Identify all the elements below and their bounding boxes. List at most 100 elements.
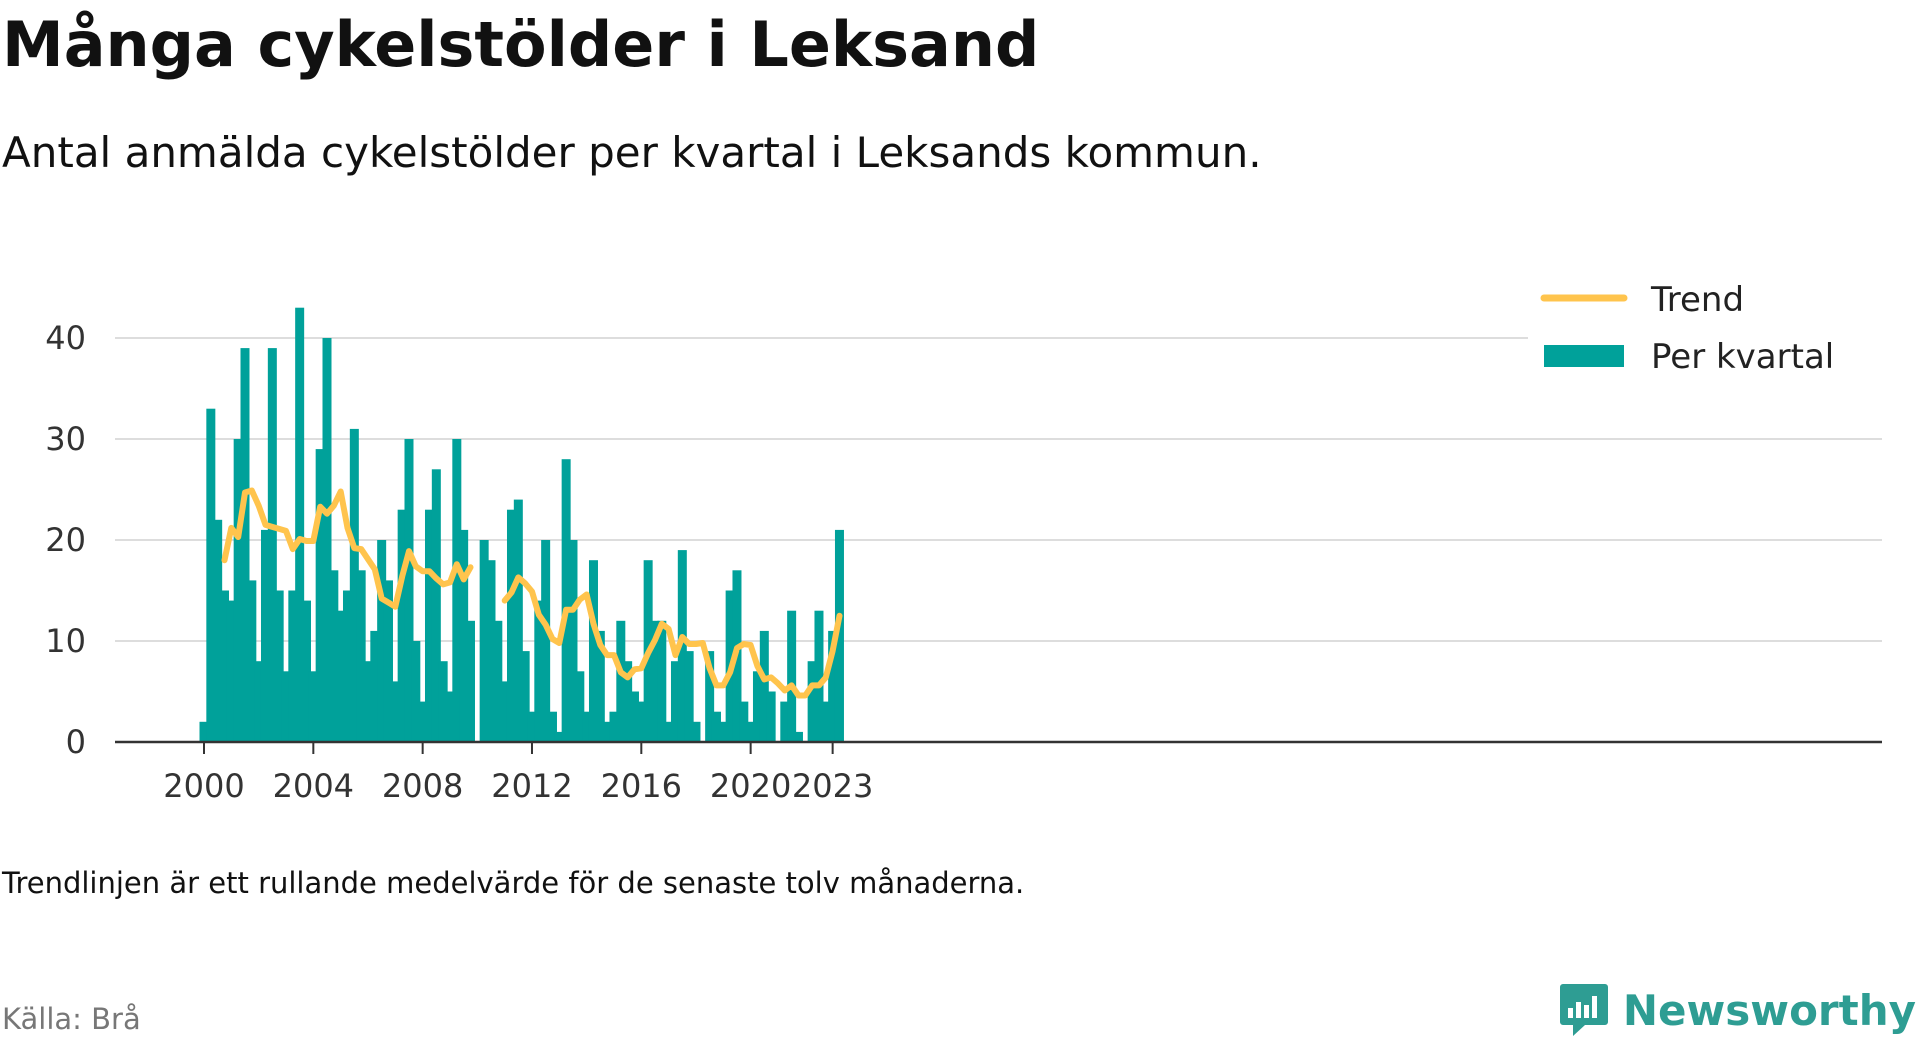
bar — [329, 570, 339, 742]
bar — [288, 590, 298, 742]
bar — [301, 600, 311, 742]
bar — [377, 540, 387, 742]
bar — [356, 570, 366, 742]
bar — [650, 620, 660, 742]
bar — [397, 509, 407, 742]
bar — [814, 610, 824, 742]
x-axis-ticks: 2000 2004 2008 2012 2016 2020 2023 — [163, 742, 873, 805]
bar — [828, 630, 838, 742]
bar — [527, 711, 537, 742]
bar — [664, 721, 674, 742]
bar — [793, 731, 803, 742]
bar — [746, 721, 756, 742]
bar — [684, 651, 694, 742]
bar — [199, 721, 209, 742]
bar — [500, 681, 510, 742]
y-tick-label: 20 — [45, 521, 86, 559]
bar — [595, 630, 605, 742]
bar — [705, 651, 715, 742]
bar — [787, 610, 797, 742]
legend-bars-label: Per kvartal — [1651, 337, 1834, 377]
trend-line — [221, 487, 843, 699]
bar — [206, 408, 216, 742]
bar — [711, 711, 721, 742]
bar — [247, 580, 257, 742]
bar — [752, 671, 762, 742]
x-tick-label: 2004 — [273, 767, 354, 805]
bar — [431, 469, 441, 742]
footnote: Trendlinjen är ett rullande medelvärde f… — [2, 866, 1025, 900]
bar — [349, 428, 359, 742]
bar — [575, 671, 585, 742]
bar — [623, 661, 633, 742]
bar — [479, 540, 489, 742]
bar — [486, 560, 496, 742]
bar — [260, 529, 270, 742]
bar — [336, 610, 346, 742]
bar — [520, 651, 530, 742]
bar — [629, 691, 639, 742]
bar — [438, 661, 448, 742]
x-tick-label: 2016 — [601, 767, 682, 805]
bar — [636, 701, 646, 742]
bar — [240, 348, 250, 742]
bar — [568, 540, 578, 742]
bar — [834, 529, 844, 742]
bar — [363, 661, 373, 742]
bar — [411, 641, 421, 742]
bar — [657, 620, 667, 742]
bar — [616, 620, 626, 742]
bar — [370, 630, 380, 742]
x-tick-label: 2012 — [491, 767, 572, 805]
legend: Trend Per kvartal — [1528, 270, 1888, 390]
legend-trend-label: Trend — [1650, 280, 1744, 320]
bar — [465, 620, 475, 742]
x-tick-label: 2020 — [710, 767, 791, 805]
bar — [807, 661, 817, 742]
brand-logo: Newsworthy — [1559, 982, 1916, 1038]
x-tick-label: 2000 — [163, 767, 244, 805]
bar — [670, 661, 680, 742]
bar — [390, 681, 400, 742]
bar — [588, 560, 598, 742]
y-tick-label: 40 — [45, 319, 86, 357]
x-tick-label: 2008 — [382, 767, 463, 805]
bar — [424, 509, 434, 742]
bar — [506, 509, 516, 742]
bar — [459, 529, 469, 742]
brand-name: Newsworthy — [1622, 985, 1916, 1035]
bar — [322, 338, 332, 742]
bar — [513, 499, 523, 742]
chart-title: Många cykelstölder i Leksand — [2, 8, 1040, 81]
bar — [281, 671, 291, 742]
bar — [315, 449, 325, 742]
bar — [541, 540, 551, 742]
x-tick-label: 2023 — [792, 767, 873, 805]
source-text: Källa: Brå — [2, 1002, 141, 1036]
bar — [677, 550, 687, 742]
bars — [199, 307, 844, 742]
bar — [404, 439, 414, 742]
bar — [547, 711, 557, 742]
y-tick-label: 0 — [66, 723, 86, 761]
bar — [418, 701, 428, 742]
bar — [609, 711, 619, 742]
bar — [274, 590, 284, 742]
bar — [267, 348, 277, 742]
bar — [213, 519, 223, 742]
y-tick-label: 10 — [45, 622, 86, 660]
chart-subtitle: Antal anmälda cykelstölder per kvartal i… — [2, 128, 1262, 177]
bar — [718, 721, 728, 742]
legend-background — [1528, 270, 1888, 390]
bar — [493, 620, 503, 742]
bar — [342, 590, 352, 742]
bar — [602, 721, 612, 742]
bar — [821, 701, 831, 742]
bar — [452, 439, 462, 742]
bar — [554, 731, 564, 742]
bar — [780, 701, 790, 742]
bar — [233, 439, 243, 742]
y-tick-label: 30 — [45, 420, 86, 458]
newsworthy-logo-icon — [1559, 984, 1608, 1036]
